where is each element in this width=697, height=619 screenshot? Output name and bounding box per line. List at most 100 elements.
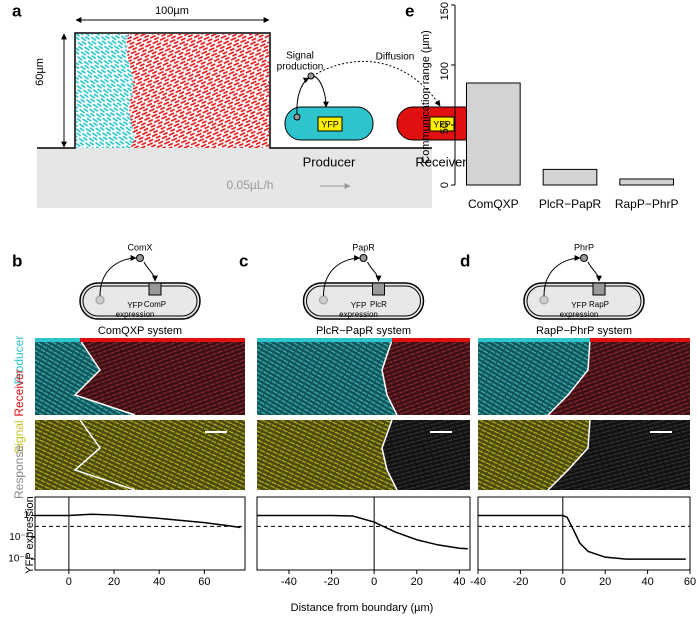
- producer-label: Producer: [303, 154, 356, 169]
- diffusion-arrow: [315, 61, 441, 107]
- x-tick-label: PlcR−PapR: [539, 197, 602, 211]
- arrow: [543, 255, 581, 297]
- x-tick-label: 40: [153, 576, 165, 588]
- signal-label: PhrP: [574, 242, 594, 252]
- diffusion-label: Diffusion: [376, 52, 415, 63]
- x-tick-label: 60: [198, 576, 210, 588]
- panel-label: d: [460, 251, 470, 270]
- x-tick-label: 20: [411, 576, 423, 588]
- y-tick-label: 150: [439, 2, 451, 20]
- receptor-label: PlcR: [370, 300, 387, 309]
- producer-image: [35, 340, 135, 415]
- system-title: PlcR−PapR system: [316, 325, 411, 337]
- boundary: [73, 339, 136, 416]
- bar: [542, 168, 598, 186]
- x-tick-label: RapP−PhrP: [615, 197, 679, 211]
- signal-label: Signal: [12, 420, 26, 453]
- yfp-label: YFP: [433, 119, 451, 129]
- x-axis-title: Distance from boundary (µm): [291, 602, 434, 614]
- output-label: expression: [339, 310, 378, 319]
- cell-inner: [82, 285, 198, 317]
- panel-label: e: [405, 1, 414, 20]
- x-tick-label: 40: [641, 576, 653, 588]
- signal-dot: [293, 113, 301, 121]
- bar: [619, 178, 674, 186]
- top-bar-cyan: [257, 338, 392, 342]
- y-tick-label: 10⁻⁴: [8, 554, 29, 565]
- cell: [523, 282, 645, 320]
- x-tick-label: 0: [66, 576, 72, 588]
- producer-dot: [95, 295, 105, 305]
- channel: [37, 148, 432, 208]
- boundary: [547, 339, 591, 416]
- flow-label: 0.05µL/h: [227, 178, 274, 192]
- y-tick-label: 10⁻²: [9, 532, 29, 543]
- x-tick-label: -20: [324, 576, 340, 588]
- x-tick-label: ComQXP: [468, 197, 519, 211]
- y-axis-title: Communication range (µm): [420, 30, 432, 164]
- signal-dot: [136, 254, 144, 262]
- output-label: expression: [116, 310, 155, 319]
- x-tick-label: 20: [599, 576, 611, 588]
- receptor: [148, 282, 162, 296]
- boundary: [381, 419, 398, 491]
- signal-image: [35, 420, 135, 490]
- y-tick-label: 1: [23, 510, 29, 521]
- receiver-label: Receiver: [12, 369, 26, 416]
- receptor: [372, 282, 385, 296]
- output-label: expression: [560, 310, 599, 319]
- boundary: [381, 339, 398, 416]
- plot-frame: [477, 496, 691, 571]
- fit-line: [35, 513, 241, 529]
- x-tick-label: 60: [684, 576, 696, 588]
- output-label: YFP: [571, 301, 587, 310]
- plot-frame: [34, 496, 246, 571]
- x-tick-label: 0: [371, 576, 377, 588]
- chamber-outline: [37, 32, 432, 149]
- response-label: Response: [12, 445, 26, 499]
- signal-label: PapR: [352, 242, 375, 252]
- cell: [79, 282, 201, 320]
- y-tick-label: 0: [439, 182, 451, 188]
- x-tick-label: 20: [108, 576, 120, 588]
- panel-label: b: [12, 251, 22, 270]
- producer-image: [478, 340, 590, 415]
- receptor-label: ComP: [144, 300, 166, 309]
- panel-a: a 100µm 60µm 0.05µL/h Signal production …: [12, 1, 486, 208]
- boundary: [547, 419, 591, 491]
- width-label: 100µm: [155, 5, 189, 17]
- x-tick-label: 0: [560, 576, 566, 588]
- x-tick-label: -40: [470, 576, 486, 588]
- cell: [302, 282, 425, 320]
- top-bar-cyan: [35, 338, 80, 342]
- y-tick-label: 50: [439, 122, 451, 134]
- producer-label: Producer: [12, 336, 26, 385]
- x-tick-label: -20: [512, 576, 528, 588]
- arrow: [367, 261, 382, 282]
- signal-production: Signal: [286, 51, 314, 62]
- output-label: YFP: [127, 301, 143, 310]
- receptor-label: RapP: [589, 300, 609, 309]
- plot-frame: [256, 496, 471, 571]
- output-label: YFP: [351, 301, 367, 310]
- signal-image: [257, 420, 397, 490]
- arrow: [99, 255, 137, 297]
- system-title: ComQXP system: [98, 325, 182, 337]
- signal-production: production: [277, 62, 324, 73]
- producer-dot: [539, 295, 549, 305]
- producer-dot: [319, 295, 328, 305]
- height-label: 60µm: [34, 58, 46, 86]
- bar: [466, 82, 521, 186]
- boundary: [73, 419, 136, 491]
- yfp-box: [429, 116, 455, 132]
- top-bar-red: [35, 338, 245, 342]
- signal-dot: [359, 254, 368, 262]
- panel-label: c: [239, 251, 248, 270]
- fit-line: [257, 514, 468, 550]
- y-tick-label: 100: [439, 62, 451, 80]
- arrow: [587, 261, 602, 282]
- signal-dot: [580, 254, 588, 262]
- x-tick-label: 40: [453, 576, 465, 588]
- arrow: [323, 255, 361, 297]
